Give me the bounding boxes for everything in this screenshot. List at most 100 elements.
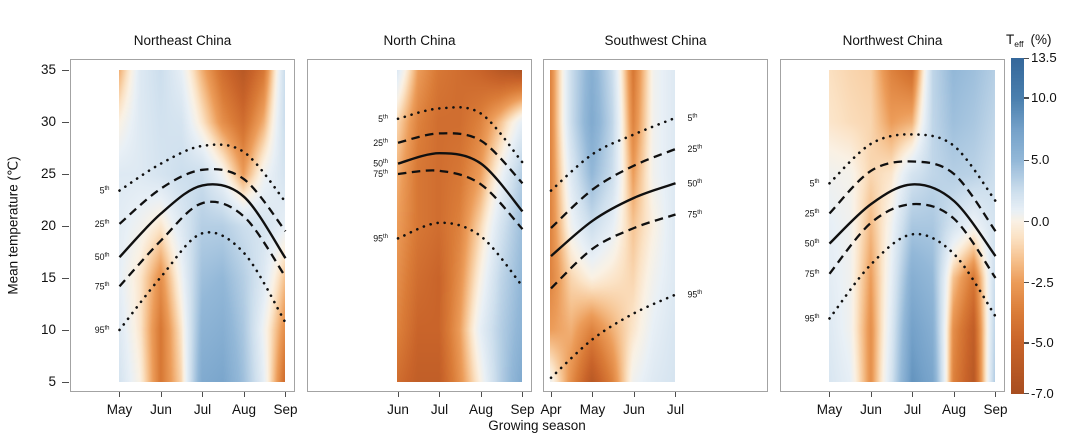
percentile-50th-line: [397, 151, 524, 213]
x-tick-label-may: May: [579, 402, 606, 417]
y-axis-tick: [62, 69, 69, 71]
x-axis-tick: [953, 392, 955, 397]
colorbar: [1011, 58, 1024, 394]
x-axis-tick: [202, 392, 204, 397]
percentile-25th-line: [828, 160, 997, 232]
x-tick-label-jun: Jun: [150, 402, 172, 417]
y-tick-label: 15: [40, 270, 56, 285]
x-axis-tick: [633, 392, 635, 397]
percentile-5th-label: 5th: [688, 113, 698, 123]
teff-heatmap: [550, 70, 675, 382]
panel-southwest-china: 5th 25th 50th 75th 95th Apr May Jun Jul: [540, 59, 768, 417]
percentile-50th-label: 50th: [95, 252, 110, 262]
percentile-25th-line: [397, 132, 524, 185]
colorbar-title-subscript: eff: [1014, 39, 1024, 49]
percentile-50th-line: [118, 183, 287, 259]
x-axis-tick: [285, 392, 287, 397]
y-axis-tick: [62, 121, 69, 123]
x-axis-tick: [912, 392, 914, 397]
x-axis-tick: [995, 392, 997, 397]
x-tick-label-sep: Sep: [983, 402, 1008, 417]
percentile-25th-label: 25th: [95, 219, 110, 229]
x-tick-label-sep: Sep: [510, 402, 535, 417]
y-axis-tick: [62, 225, 69, 227]
x-tick-label-apr: Apr: [540, 402, 562, 417]
percentile-95th-line: [549, 293, 677, 380]
colorbar-tick: [1024, 221, 1029, 223]
colorbar-tick: [1024, 58, 1029, 60]
colorbar-tick: [1024, 392, 1029, 394]
percentile-50th-line: [828, 183, 997, 257]
percentile-95th-line: [828, 232, 997, 320]
percentile-95th-line: [118, 231, 287, 332]
y-tick-label: 35: [40, 62, 56, 77]
x-tick-label-sep: Sep: [273, 402, 298, 417]
x-axis-tick: [397, 392, 399, 397]
x-tick-label-jul: Jul: [430, 402, 449, 417]
percentile-75th-line: [828, 202, 997, 279]
x-axis-tick: [480, 392, 482, 397]
percentile-lines: 5th 25th 50th 75th 95th: [95, 143, 287, 335]
percentile-75th-label: 75th: [805, 269, 820, 279]
panel-northwest-china: 5th 25th 50th 75th 95th May Jun Jul Aug Sep: [780, 59, 1008, 417]
x-axis-tick: [439, 392, 441, 397]
y-tick-label: 25: [40, 166, 56, 181]
colorbar-title-symbol: T: [1006, 32, 1015, 47]
percentile-25th-label: 25th: [688, 144, 703, 154]
percentile-95th-label: 95th: [373, 233, 388, 243]
percentile-25th-line: [550, 147, 676, 229]
colorbar-tick: [1024, 282, 1029, 284]
x-axis-tick: [522, 392, 524, 397]
x-axis-tick: [243, 392, 245, 397]
y-axis-tick: [62, 277, 69, 279]
percentile-5th-label: 5th: [810, 178, 820, 188]
colorbar-tick-label: 13.5: [1031, 50, 1057, 65]
percentile-25th-label: 25th: [805, 208, 820, 218]
teff-heatmap: [118, 70, 285, 382]
panel-north-china: 5th 25th 50th 75th 95th Jun Jul Aug Sep: [307, 59, 535, 417]
panel-title-north-china: North China: [383, 33, 456, 48]
percentile-5th-line: [396, 106, 524, 164]
colorbar-tick: [1024, 97, 1029, 99]
x-tick-label-aug: Aug: [941, 402, 967, 417]
x-tick-label-jul: Jul: [903, 402, 922, 417]
percentile-75th-line: [118, 200, 287, 288]
percentile-75th-line: [550, 213, 676, 290]
y-tick-label: 30: [40, 114, 56, 129]
percentile-95th-label: 95th: [688, 290, 703, 300]
colorbar-tick: [1024, 159, 1029, 161]
colorbar-tick-label: 5.0: [1031, 152, 1050, 168]
percentile-5th-line: [118, 143, 287, 204]
panel-northeast-china: 5th 25th 50th 75th 95th May Jun Jul Aug Sep: [70, 59, 298, 417]
percentile-95th-label: 95th: [95, 325, 110, 335]
colorbar-tick-label: -5.0: [1031, 334, 1054, 350]
colorbar-tick-label: 0.0: [1031, 213, 1050, 229]
colorbar-tick: [1024, 342, 1029, 344]
y-tick-label: 5: [48, 374, 56, 389]
y-axis-tick: [62, 173, 69, 175]
x-tick-label-jun: Jun: [860, 402, 882, 417]
y-tick-label: 20: [40, 218, 56, 233]
y-tick-label: 10: [40, 322, 56, 337]
x-tick-label-may: May: [106, 402, 133, 417]
percentile-75th-label: 75th: [95, 281, 110, 291]
x-tick-label-may: May: [816, 402, 843, 417]
x-axis-tick: [675, 392, 677, 397]
y-axis-tick: [62, 381, 69, 383]
percentile-95th-label: 95th: [805, 314, 820, 324]
percentile-lines: 5th 25th 50th 75th 95th: [549, 113, 703, 380]
percentile-5th-label: 5th: [378, 114, 388, 124]
percentile-75th-line: [397, 169, 524, 230]
colorbar-title: Teff (%): [1006, 32, 1052, 49]
y-axis-tick: [62, 329, 69, 331]
panel-title-southwest-china: Southwest China: [604, 33, 707, 48]
x-axis-tick: [119, 392, 121, 397]
colorbar-tick-label: -2.5: [1031, 274, 1054, 290]
x-tick-label-jun: Jun: [623, 402, 645, 417]
percentile-5th-line: [828, 133, 997, 203]
percentile-5th-label: 5th: [100, 186, 110, 196]
panel-title-northwest-china: Northwest China: [842, 33, 943, 48]
x-axis-tick: [550, 392, 552, 397]
percentile-50th-label: 50th: [373, 159, 388, 169]
